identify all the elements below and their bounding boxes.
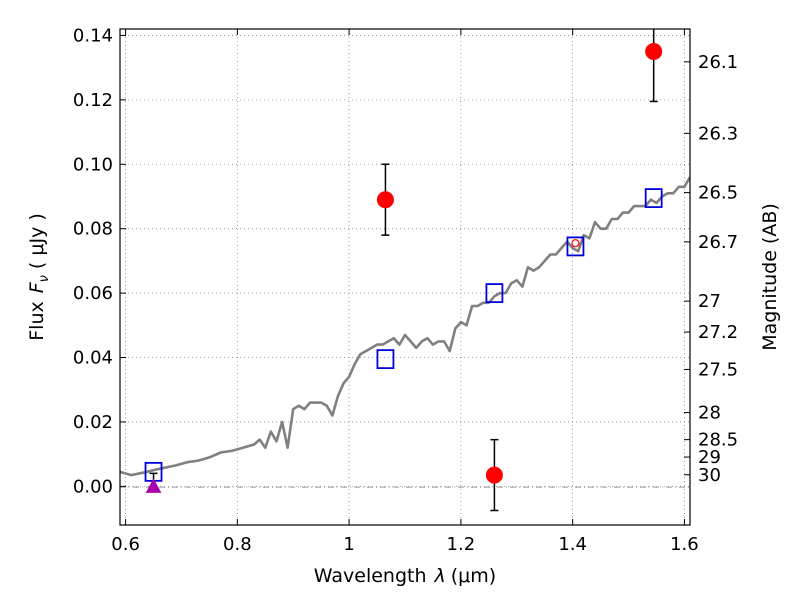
x-axis-label: Wavelength λ (μm) bbox=[314, 565, 496, 587]
y-tick-label: 0.02 bbox=[73, 412, 113, 433]
magnitude-tick-label: 27.2 bbox=[698, 322, 738, 343]
model-square-marker bbox=[566, 236, 585, 257]
y-tick-label: 0.10 bbox=[73, 154, 113, 175]
y-tick-label: 0.00 bbox=[73, 476, 113, 497]
plot-area bbox=[120, 29, 690, 512]
magnitude-tick-label: 28.5 bbox=[698, 430, 738, 451]
y-tick-label: 0.14 bbox=[73, 25, 113, 46]
upper-limit-triangle-marker bbox=[145, 478, 162, 493]
y-tick-label: 0.06 bbox=[73, 283, 113, 304]
magnitude-tick-label: 29 bbox=[698, 447, 721, 468]
magnitude-tick-label: 28 bbox=[698, 403, 721, 424]
model-square-marker bbox=[644, 188, 663, 208]
observed-flux-point bbox=[485, 466, 503, 484]
x-tick-label: 0.8 bbox=[223, 534, 252, 555]
y-tick-label: 0.04 bbox=[73, 348, 113, 369]
magnitude-tick-label: 26.1 bbox=[698, 52, 738, 73]
magnitude-tick-label: 26.5 bbox=[698, 183, 738, 204]
y-tick-label: 0.12 bbox=[73, 90, 113, 111]
magnitude-tick-label: 27.5 bbox=[698, 359, 738, 380]
x-tick-label: 1.2 bbox=[447, 534, 476, 555]
grid bbox=[120, 29, 690, 525]
x-tick-label: 0.6 bbox=[111, 534, 140, 555]
axis-ticks: 0.6 0.8 1 1.2 1.4 1.6 0.00 0.02 0.04 0.06 0.08 0.10… bbox=[73, 25, 738, 555]
magnitude-tick-label: 27 bbox=[698, 291, 721, 312]
spectrum-line bbox=[120, 176, 690, 477]
y-axis-label: FluxFν( μJy ) bbox=[26, 213, 52, 341]
magnitude-tick-label: 26.3 bbox=[698, 123, 738, 144]
x-tick-label: 1.6 bbox=[670, 534, 699, 555]
model-square-marker bbox=[485, 283, 504, 304]
y2-axis-label: Magnitude (AB) bbox=[759, 203, 781, 351]
plot-frame bbox=[119, 28, 691, 526]
model-square-marker bbox=[376, 349, 395, 370]
y-tick-label: 0.08 bbox=[73, 219, 113, 240]
x-tick-label: 1 bbox=[343, 534, 354, 555]
magnitude-tick-label: 30 bbox=[698, 465, 721, 486]
magnitude-tick-label: 26.7 bbox=[698, 232, 738, 253]
observed-flux-point bbox=[571, 239, 580, 248]
x-tick-label: 1.4 bbox=[558, 534, 587, 555]
observed-flux-point bbox=[376, 191, 394, 209]
observed-flux-point bbox=[645, 43, 663, 61]
